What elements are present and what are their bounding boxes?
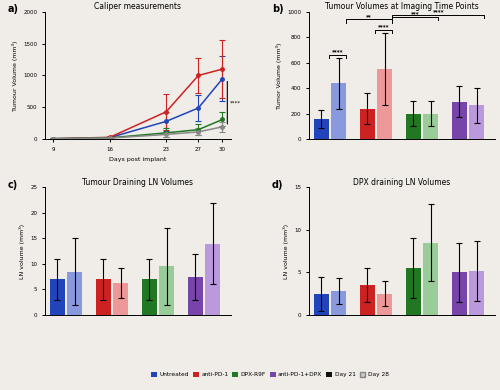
Bar: [331, 83, 346, 139]
Bar: [331, 291, 346, 315]
Bar: [360, 109, 375, 139]
Y-axis label: Tumour Volume (mm³): Tumour Volume (mm³): [12, 40, 18, 111]
Bar: [113, 283, 128, 315]
Bar: [96, 279, 111, 315]
Text: ***: ***: [411, 12, 420, 16]
Y-axis label: Tumor Volume (mm³): Tumor Volume (mm³): [276, 42, 282, 109]
Text: a): a): [8, 4, 19, 14]
Bar: [469, 271, 484, 315]
Text: ****: ****: [378, 24, 390, 29]
Bar: [50, 279, 65, 315]
Bar: [452, 102, 467, 139]
Title: Tumour Draining LN Volumes: Tumour Draining LN Volumes: [82, 177, 194, 187]
Y-axis label: LN volume (mm³): LN volume (mm³): [283, 223, 289, 279]
Title: DPX draining LN Volumes: DPX draining LN Volumes: [354, 177, 450, 187]
Bar: [314, 119, 329, 139]
Title: Caliper measurements: Caliper measurements: [94, 2, 182, 11]
Text: ****: ****: [230, 100, 240, 105]
Text: c): c): [8, 180, 18, 190]
Text: **: **: [366, 14, 372, 19]
Bar: [205, 243, 220, 315]
Text: b): b): [272, 4, 283, 14]
Bar: [406, 268, 421, 315]
Bar: [377, 69, 392, 139]
Legend: Untreated, anti-PD-1, DPX-R9F, anti-PD-1+DPX, Day 21, Day 28: Untreated, anti-PD-1, DPX-R9F, anti-PD-1…: [152, 372, 388, 378]
Text: ****: ****: [332, 50, 344, 55]
Y-axis label: LN volume (mm³): LN volume (mm³): [19, 223, 25, 279]
Bar: [142, 279, 157, 315]
X-axis label: Days post implant: Days post implant: [110, 158, 166, 162]
Bar: [423, 114, 438, 139]
Title: Tumour Volumes at Imaging Time Points: Tumour Volumes at Imaging Time Points: [325, 2, 479, 11]
Bar: [469, 105, 484, 139]
Text: ****: ****: [432, 9, 444, 14]
Bar: [423, 243, 438, 315]
Bar: [314, 294, 329, 315]
Bar: [67, 271, 82, 315]
Bar: [377, 294, 392, 315]
Text: d): d): [272, 180, 283, 190]
Bar: [452, 273, 467, 315]
Bar: [406, 114, 421, 139]
Bar: [360, 285, 375, 315]
Bar: [159, 266, 174, 315]
Bar: [188, 277, 203, 315]
